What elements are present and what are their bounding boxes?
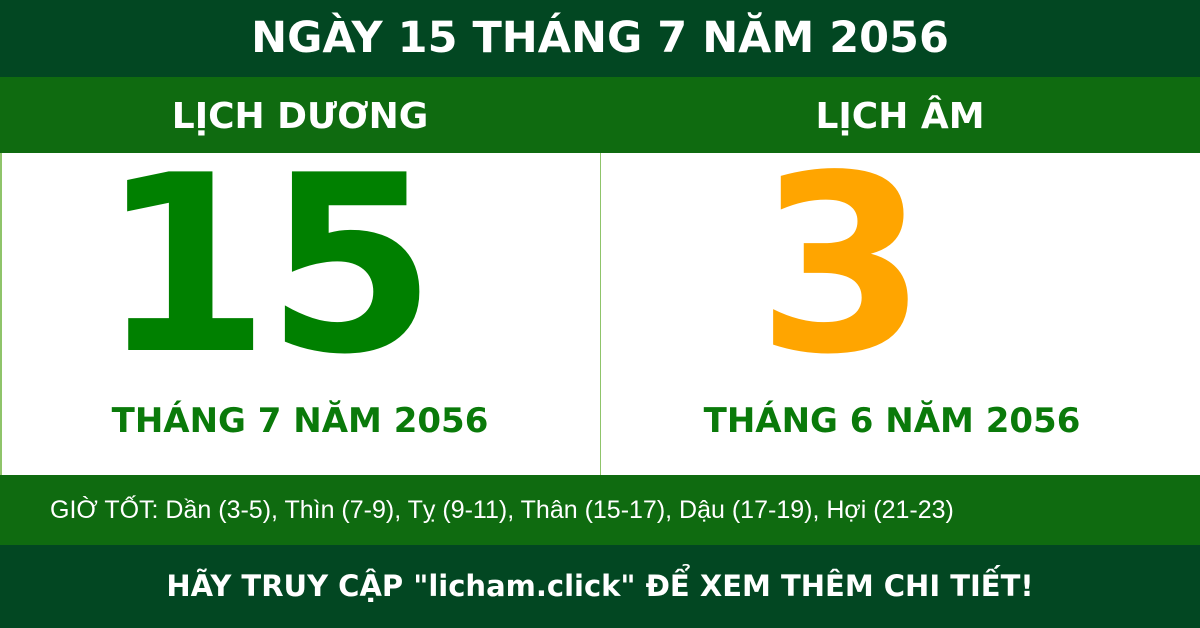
page-title: NGÀY 15 THÁNG 7 NĂM 2056 — [0, 0, 1200, 77]
solar-month-year: THÁNG 7 NĂM 2056 — [111, 401, 489, 441]
lunar-day: 3 — [756, 123, 927, 408]
lunar-month-year: THÁNG 6 NĂM 2056 — [703, 401, 1081, 441]
border — [0, 153, 2, 475]
solar-day: 15 — [99, 123, 437, 408]
calendar-headings: LỊCH DƯƠNG LỊCH ÂM — [0, 77, 1200, 153]
calendar-body: 15 THÁNG 7 NĂM 2056 3 THÁNG 6 NĂM 2056 — [0, 143, 1200, 475]
divider — [600, 153, 601, 475]
footer-cta: HÃY TRUY CẬP "licham.click" ĐỂ XEM THÊM … — [0, 545, 1200, 628]
good-hours: GIỜ TỐT: Dần (3-5), Thìn (7-9), Tỵ (9-11… — [0, 475, 1200, 545]
lunar-heading: LỊCH ÂM — [815, 96, 985, 137]
solar-heading: LỊCH DƯƠNG — [171, 96, 429, 137]
